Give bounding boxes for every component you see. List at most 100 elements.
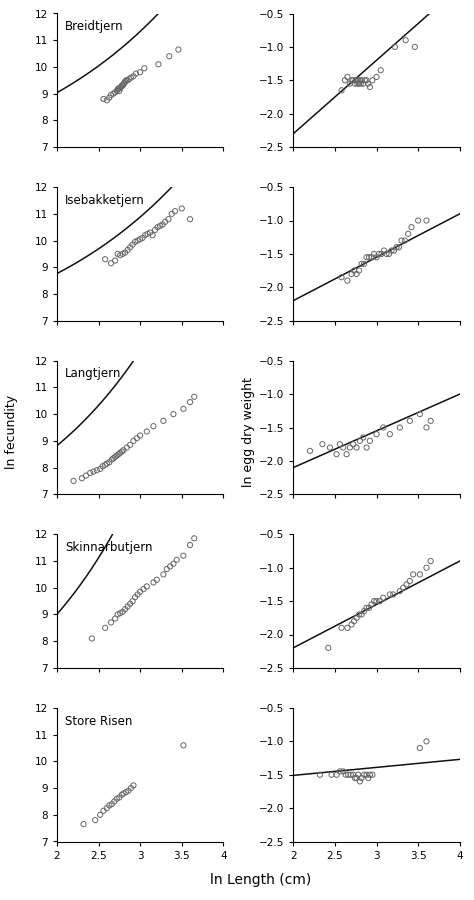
Point: [116, 606, 124, 620]
Point: [380, 243, 388, 257]
Point: [378, 247, 385, 261]
Point: [103, 801, 110, 815]
Point: [130, 69, 137, 84]
Point: [108, 796, 116, 811]
Point: [355, 73, 362, 87]
Point: [90, 464, 97, 479]
Point: [427, 414, 435, 428]
Point: [339, 764, 347, 778]
Point: [403, 577, 410, 591]
Point: [153, 572, 161, 587]
Point: [165, 49, 173, 63]
Point: [336, 764, 344, 778]
Point: [173, 553, 181, 567]
Point: [78, 471, 86, 485]
Point: [116, 84, 123, 98]
Point: [411, 40, 419, 54]
Point: [404, 227, 412, 241]
Point: [156, 219, 164, 233]
Point: [96, 807, 104, 822]
Point: [369, 73, 376, 87]
Point: [116, 790, 123, 805]
Point: [174, 42, 182, 57]
Point: [306, 444, 314, 458]
Point: [368, 250, 375, 265]
Point: [114, 83, 121, 97]
Point: [80, 817, 87, 832]
Point: [349, 768, 357, 782]
Point: [109, 86, 117, 101]
Point: [328, 768, 336, 782]
Point: [178, 202, 185, 216]
Point: [360, 768, 368, 782]
Point: [130, 434, 137, 448]
Point: [353, 440, 360, 454]
Point: [366, 80, 374, 94]
Point: [359, 430, 367, 445]
Point: [423, 734, 430, 749]
Point: [132, 67, 140, 81]
Point: [114, 608, 121, 622]
Point: [171, 204, 179, 219]
Point: [111, 254, 119, 268]
Point: [396, 420, 404, 435]
Point: [123, 440, 131, 454]
Point: [401, 233, 409, 248]
Point: [351, 771, 359, 786]
Text: ln Length (cm): ln Length (cm): [210, 873, 311, 887]
Point: [358, 256, 365, 271]
Point: [365, 771, 372, 786]
Point: [351, 76, 359, 91]
Point: [353, 771, 360, 786]
Point: [416, 741, 424, 755]
Point: [355, 76, 363, 91]
Point: [168, 207, 175, 221]
Point: [144, 227, 151, 241]
Point: [408, 220, 415, 234]
Point: [121, 75, 129, 89]
Point: [88, 631, 96, 645]
Point: [400, 580, 407, 595]
Point: [353, 266, 360, 281]
Point: [375, 247, 383, 261]
Point: [342, 768, 349, 782]
Point: [113, 792, 120, 806]
Point: [358, 608, 365, 622]
Point: [146, 225, 154, 239]
Point: [129, 238, 137, 252]
Point: [339, 440, 347, 454]
Point: [116, 81, 124, 95]
Point: [119, 78, 127, 93]
Point: [82, 468, 90, 482]
Point: [373, 69, 380, 84]
Point: [316, 768, 324, 782]
Point: [124, 599, 131, 614]
Point: [363, 440, 370, 454]
Point: [107, 88, 115, 103]
Point: [376, 594, 383, 608]
Point: [137, 585, 144, 599]
Point: [96, 462, 104, 476]
Text: ln fecundity: ln fecundity: [5, 395, 18, 469]
Point: [338, 83, 346, 97]
Point: [101, 252, 109, 266]
Point: [120, 76, 128, 90]
Point: [363, 768, 370, 782]
Point: [368, 598, 375, 612]
Point: [347, 768, 355, 782]
Point: [111, 611, 119, 625]
Point: [154, 220, 161, 234]
Point: [366, 434, 374, 448]
Point: [363, 600, 370, 615]
Point: [349, 73, 357, 87]
Point: [127, 597, 134, 611]
Point: [106, 455, 113, 470]
Point: [358, 771, 365, 786]
Point: [357, 76, 365, 91]
Point: [107, 256, 115, 270]
Point: [114, 247, 121, 261]
Point: [127, 240, 134, 255]
Point: [423, 561, 430, 575]
Point: [325, 641, 332, 655]
Point: [140, 61, 148, 76]
